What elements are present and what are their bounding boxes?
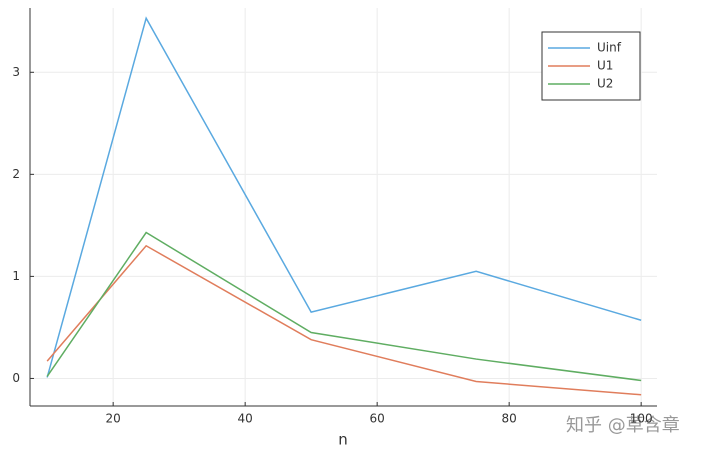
x-tick-label: 80 <box>502 412 517 426</box>
line-series <box>46 244 642 396</box>
legend-label: Uinf <box>597 41 622 55</box>
x-tick-label: 60 <box>370 412 385 426</box>
y-tick-label: 1 <box>12 269 20 283</box>
x-tick-label: 20 <box>106 412 121 426</box>
line-series <box>46 231 642 382</box>
line-series <box>46 16 642 378</box>
x-tick-label: 100 <box>630 412 653 426</box>
x-tick-label: 40 <box>238 412 253 426</box>
x-axis-label: n <box>338 431 348 449</box>
legend-label: U1 <box>597 59 613 73</box>
y-tick-label: 2 <box>12 167 20 181</box>
y-tick-label: 3 <box>12 65 20 79</box>
legend-label: U2 <box>597 77 613 91</box>
y-tick-label: 0 <box>12 371 20 385</box>
watermark: 知乎 @草含章 <box>566 415 680 436</box>
